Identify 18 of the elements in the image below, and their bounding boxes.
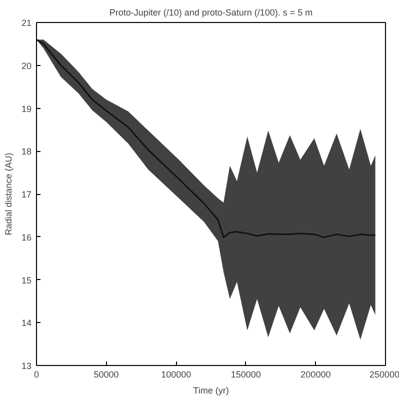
x-tick-label: 150000 (230, 370, 261, 380)
y-tick-label: 15 (21, 275, 32, 286)
x-tick-label: 200000 (300, 370, 331, 380)
x-tick-label: 0 (34, 370, 40, 380)
x-tick-label: 100000 (161, 370, 192, 380)
y-tick-label: 13 (21, 361, 32, 371)
x-tick-label: 250000 (369, 370, 399, 380)
x-tick-label: 50000 (94, 370, 119, 380)
chart-title: Proto-Jupiter (/10) and proto-Saturn (/100). s = 5 m (109, 8, 313, 18)
y-tick-label: 17 (21, 190, 32, 200)
y-tick-label: 16 (21, 232, 32, 242)
x-axis-title: Time (yr) (193, 386, 229, 396)
y-tick-label: 20 (21, 60, 32, 71)
y-tick-label: 18 (21, 146, 32, 157)
y-tick-label: 14 (21, 318, 32, 328)
y-axis-title: Radial distance (AU) (3, 152, 14, 236)
y-tick-label: 21 (21, 18, 32, 28)
y-tick-label: 19 (21, 104, 32, 114)
